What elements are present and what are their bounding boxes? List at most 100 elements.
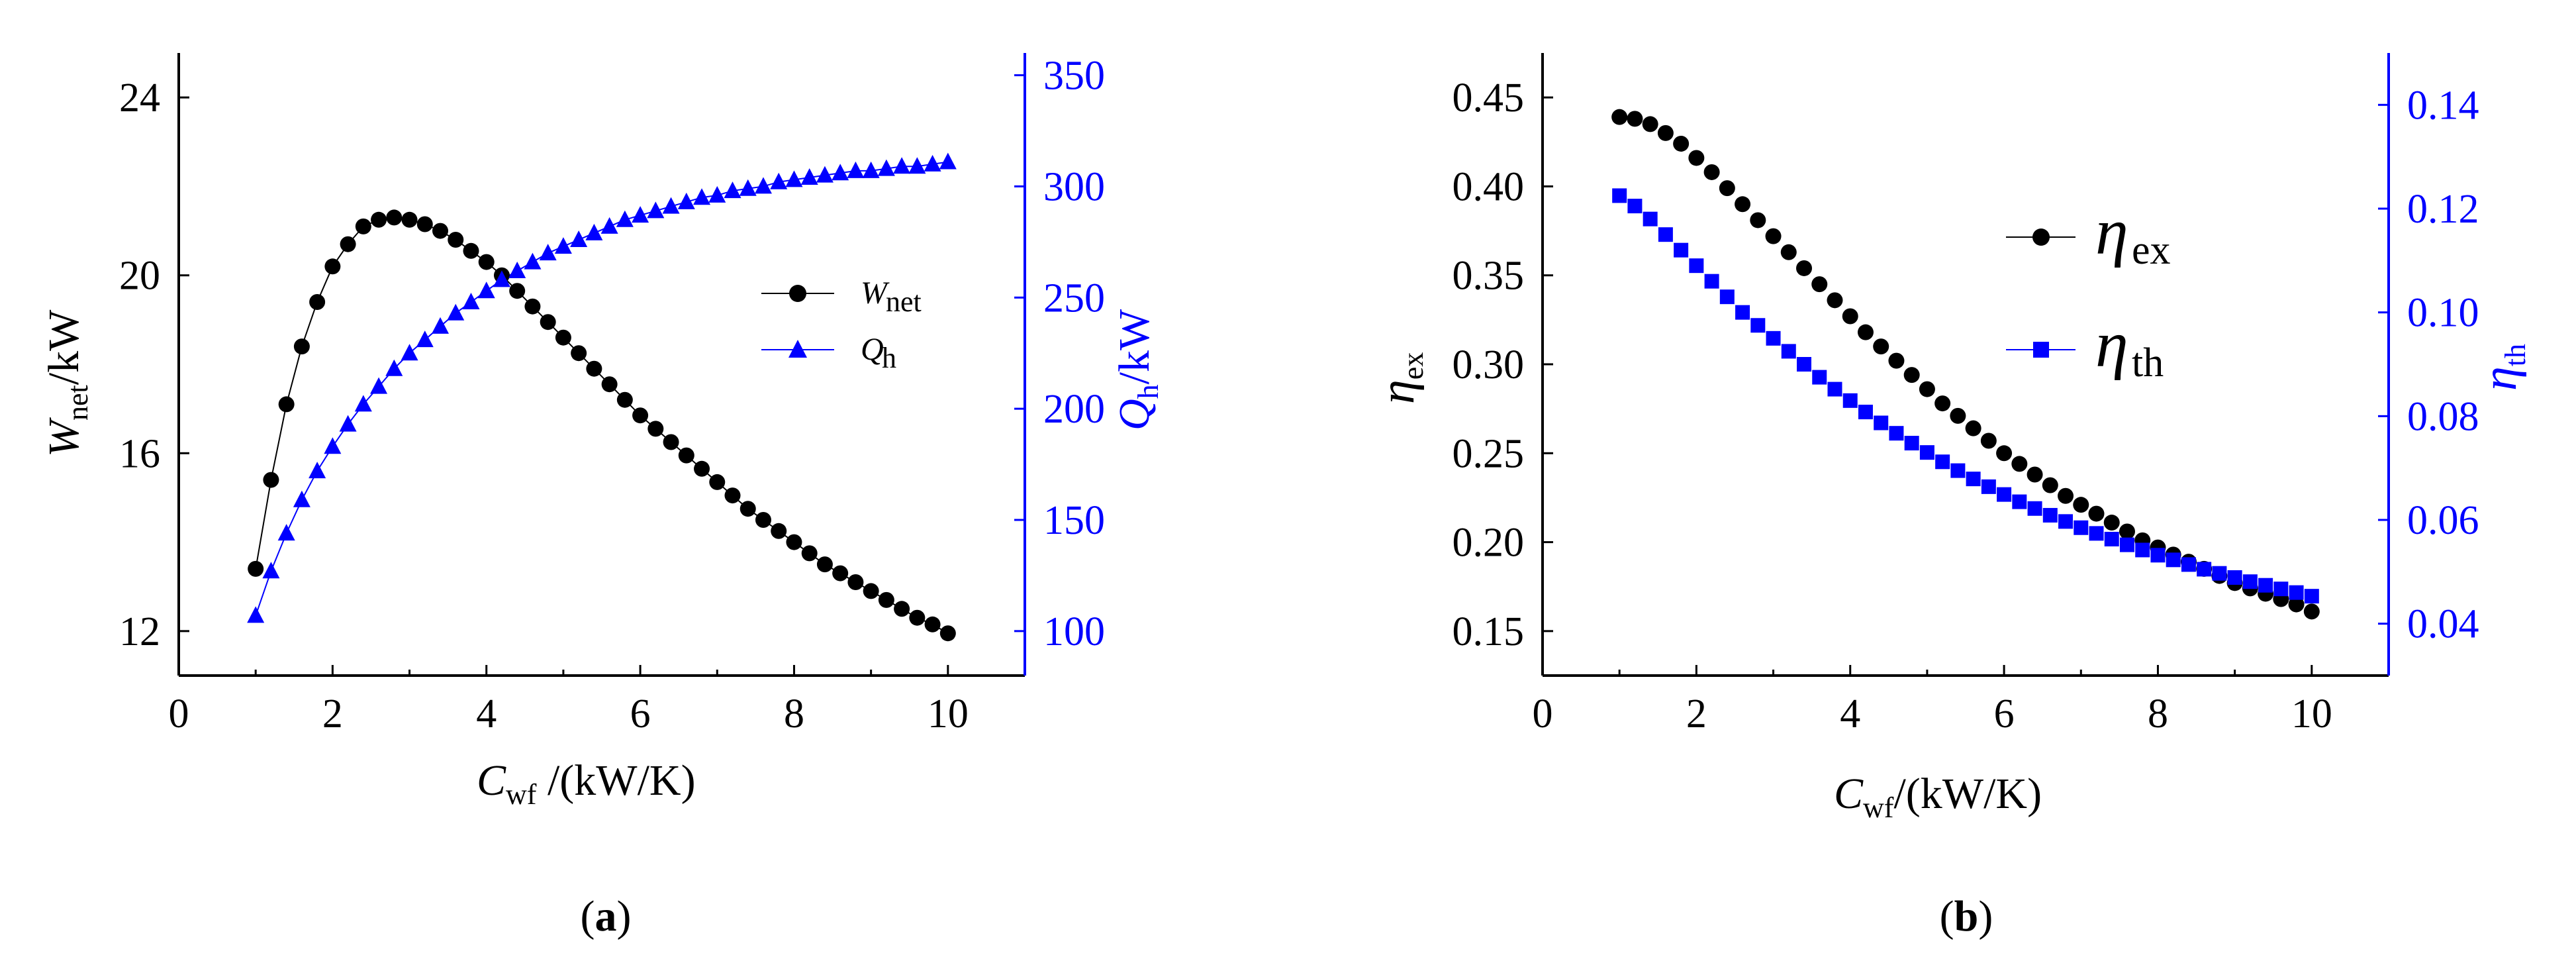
data-point-q-h	[293, 490, 310, 507]
data-point-q-h	[800, 168, 818, 185]
data-point-eta-ex	[2119, 523, 2135, 540]
data-point-eta-th	[1997, 487, 2012, 502]
data-point-q-h	[924, 154, 941, 172]
data-point-q-h	[862, 161, 880, 178]
data-point-eta-th	[2212, 566, 2227, 581]
data-point-w-net	[939, 625, 956, 642]
y-left-label-main: W	[40, 417, 88, 457]
data-point-q-h	[309, 462, 326, 479]
y-right-label-sub: h	[1132, 384, 1165, 399]
data-point-w-net	[709, 474, 726, 490]
chart-a-x-label: Cwf /(kW/K)	[477, 756, 696, 811]
data-point-eta-ex	[2027, 466, 2043, 483]
y-left-label-sub: ex	[1397, 352, 1429, 380]
data-point-eta-th	[1750, 318, 1766, 333]
data-point-eta-ex	[1750, 212, 1766, 228]
y-right-tick-label: 200	[1043, 387, 1105, 432]
series-line-q-h	[255, 161, 948, 616]
data-point-eta-ex	[1796, 260, 1813, 276]
data-point-q-h	[539, 244, 557, 261]
series-line-w-net	[255, 217, 949, 634]
y-left-tick-label: 0.45	[1453, 76, 1525, 121]
data-point-eta-ex	[1873, 338, 1889, 355]
data-point-q-h	[508, 262, 526, 278]
legend-label-main: W	[861, 276, 890, 311]
data-point-q-h	[939, 152, 957, 170]
data-point-w-net	[263, 472, 279, 488]
data-point-w-net	[478, 254, 495, 270]
data-point-eta-th	[2042, 507, 2058, 523]
data-point-eta-ex	[1827, 292, 1843, 309]
data-point-q-h	[739, 179, 757, 196]
y-left-tick-label: 0.15	[1453, 609, 1525, 654]
data-point-eta-ex	[1950, 407, 1966, 424]
legend-entry-eta-th: η th	[2006, 307, 2164, 385]
y-left-label-sub: net	[62, 385, 94, 421]
data-point-eta-th	[2258, 578, 2273, 593]
y-right-tick-label: 250	[1043, 276, 1105, 321]
caption-b: (b)	[1940, 892, 1993, 940]
data-point-eta-ex	[1642, 116, 1658, 132]
data-point-q-h	[877, 159, 895, 176]
y-left-tick-label: 12	[119, 609, 160, 654]
legend-label-sub: h	[882, 342, 896, 374]
data-point-w-net	[863, 583, 879, 599]
data-point-eta-ex	[1903, 367, 1920, 383]
y-right-tick-label: 0.14	[2407, 83, 2479, 128]
y-right-tick-label: 0.04	[2407, 602, 2479, 647]
y-right-label-rest: /kW	[1110, 309, 1159, 384]
data-point-eta-ex	[1627, 111, 1643, 127]
y-right-tick-label: 150	[1043, 498, 1105, 543]
data-point-q-h	[570, 230, 588, 247]
data-point-eta-th	[2197, 562, 2212, 577]
data-point-eta-ex	[1719, 180, 1735, 197]
data-point-w-net	[416, 216, 433, 232]
x-tick-label: 10	[2291, 691, 2332, 736]
data-point-q-h	[385, 359, 403, 376]
data-point-eta-th	[1981, 479, 1996, 494]
data-point-eta-th	[1950, 463, 1966, 478]
data-point-w-net	[586, 360, 602, 377]
data-point-eta-ex	[2058, 487, 2074, 504]
x-tick-label: 10	[928, 691, 969, 736]
data-point-w-net	[278, 396, 295, 413]
data-point-eta-th	[2150, 548, 2166, 563]
data-point-eta-th	[1735, 305, 1750, 320]
data-point-q-h	[770, 172, 788, 189]
data-point-eta-th	[1966, 472, 1981, 487]
data-point-eta-th	[1658, 227, 1673, 242]
data-point-eta-th	[1674, 242, 1689, 258]
x-label-main: C	[1834, 770, 1864, 818]
x-tick-label: 0	[1533, 691, 1553, 736]
data-point-w-net	[555, 329, 571, 346]
data-point-q-h	[262, 562, 280, 579]
data-point-q-h	[677, 192, 695, 209]
data-point-eta-th	[2289, 585, 2304, 600]
data-point-q-h	[847, 161, 865, 178]
data-point-w-net	[355, 218, 371, 234]
data-point-w-net	[432, 223, 449, 239]
data-point-eta-th	[1627, 199, 1643, 214]
x-tick-label: 8	[784, 691, 804, 736]
chart-b-legend: η ex η th	[2006, 195, 2171, 385]
data-point-eta-ex	[1735, 196, 1751, 213]
legend-label-main: Q	[861, 332, 884, 367]
data-point-q-h	[324, 437, 342, 454]
data-point-w-net	[801, 545, 818, 562]
data-point-eta-th	[1935, 454, 1950, 470]
data-point-w-net	[309, 294, 326, 310]
data-point-q-h	[447, 303, 465, 321]
data-point-w-net	[894, 601, 910, 617]
data-point-eta-th	[1904, 436, 1919, 451]
chart-a-y-right-label: Qh/kW	[1110, 309, 1165, 431]
data-point-q-h	[416, 330, 434, 348]
data-point-eta-th	[2135, 542, 2150, 558]
chart-b-x-label: Cwf/(kW/K)	[1834, 770, 2042, 824]
y-left-label-rest: /kW	[40, 309, 88, 385]
legend-label-sub: th	[2132, 340, 2164, 385]
legend-label-main: η	[2095, 195, 2128, 268]
y-right-tick-label: 300	[1043, 164, 1105, 209]
data-point-w-net	[739, 501, 756, 517]
data-point-eta-ex	[1934, 395, 1951, 412]
data-point-q-h	[785, 170, 803, 187]
